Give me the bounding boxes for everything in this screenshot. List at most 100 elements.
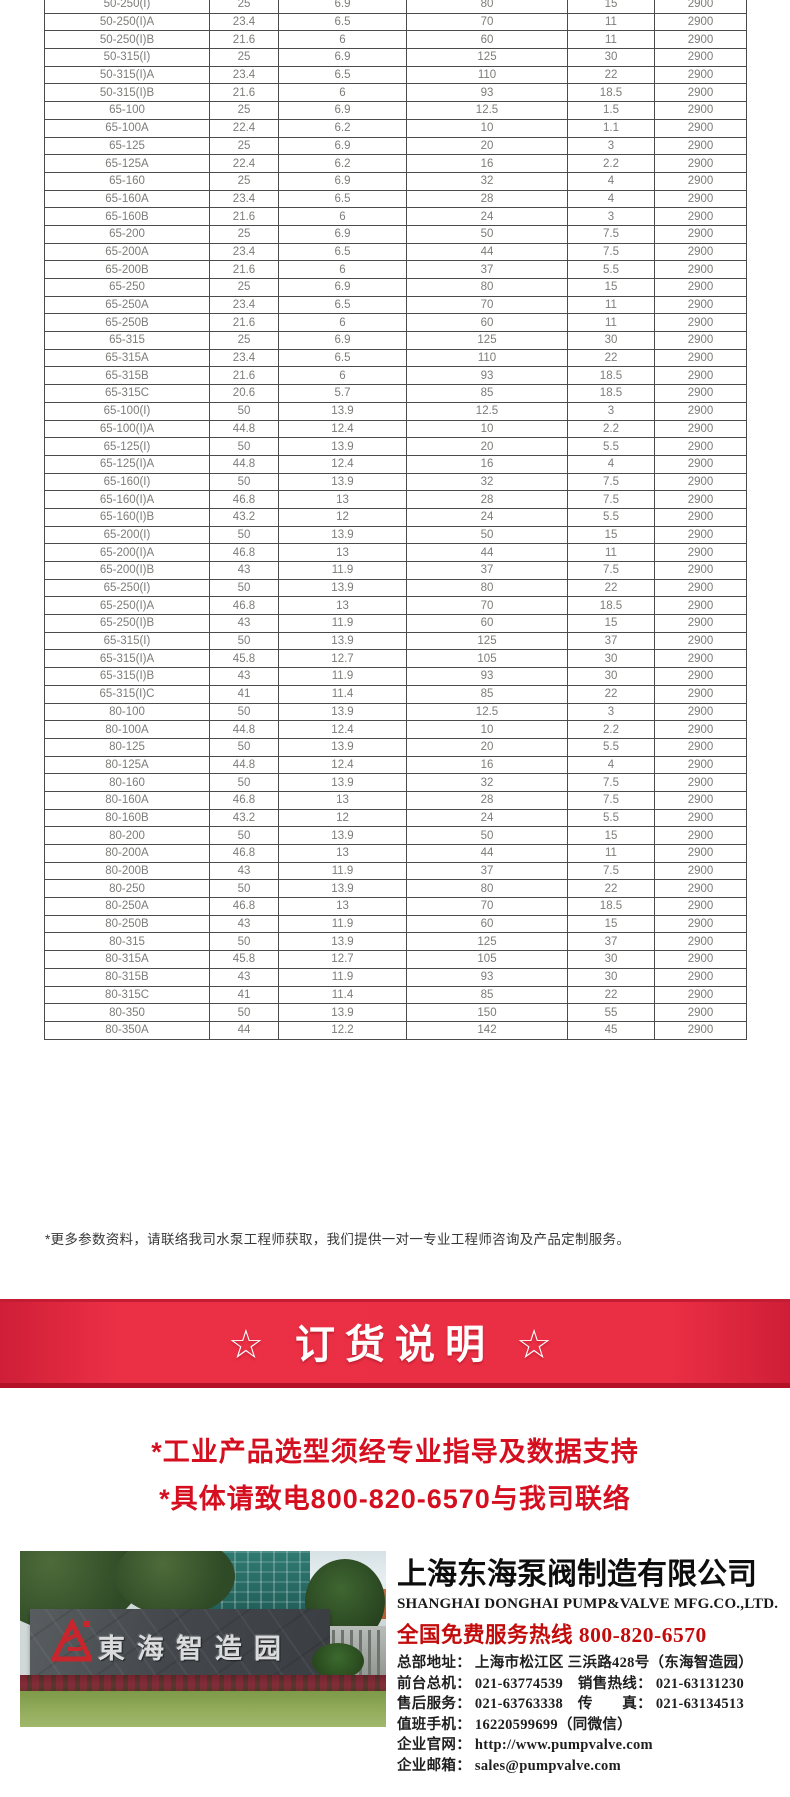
table-cell: 2900 [654, 472, 747, 492]
table-cell: 13.9 [278, 525, 407, 545]
table-row: 65-125(I)A 44.8 12.4 16 4 2900 [44, 454, 747, 474]
table-cell: 70 [406, 295, 568, 315]
table-cell: 50 [209, 826, 279, 845]
table-cell: 37 [406, 861, 568, 881]
table-cell: 2900 [654, 914, 747, 934]
table-cell: 6 [278, 313, 407, 333]
table-row: 80-315A 45.8 12.7 105 30 2900 [44, 950, 747, 969]
table-cell: 12.5 [406, 101, 568, 120]
table-cell: 28 [406, 490, 568, 509]
photo-sign-text: 東海智造园 [98, 1634, 293, 1664]
table-cell: 30 [567, 48, 655, 67]
table-cell: 21.6 [209, 83, 279, 103]
table-cell: 41 [209, 684, 279, 704]
table-cell: 32 [406, 773, 568, 792]
table-cell: 13 [278, 596, 407, 616]
table-cell: 11 [567, 12, 655, 32]
table-cell: 6.9 [278, 101, 407, 120]
table-row: 65-200(I)B 43 11.9 37 7.5 2900 [44, 561, 747, 580]
table-cell: 11 [567, 30, 655, 50]
table-cell: 50-315(I)A [44, 65, 210, 85]
table-cell: 23.4 [209, 348, 279, 368]
table-cell: 12.5 [406, 401, 568, 421]
table-cell: 7.5 [567, 861, 655, 881]
table-cell: 11.9 [278, 861, 407, 881]
table-cell: 22 [567, 65, 655, 85]
table-cell: 44.8 [209, 755, 279, 775]
table-cell: 93 [406, 366, 568, 386]
table-row: 80-250A 46.8 13 70 18.5 2900 [44, 897, 747, 916]
table-row: 80-200 50 13.9 50 15 2900 [44, 826, 747, 845]
factory-photo: 東海智造园 [20, 1551, 386, 1727]
table-row: 65-315(I)C 41 11.4 85 22 2900 [44, 684, 747, 704]
table-cell: 2.2 [567, 720, 655, 739]
table-cell: 65-160B [44, 207, 210, 226]
table-cell: 50-250(I)A [44, 12, 210, 32]
table-cell: 2900 [654, 985, 747, 1005]
table-cell: 2900 [654, 171, 747, 191]
table-cell: 12.4 [278, 419, 407, 439]
table-cell: 6 [278, 30, 407, 50]
table-cell: 2900 [654, 331, 747, 350]
table-row: 65-250A 23.4 6.5 70 11 2900 [44, 295, 747, 315]
table-row: 65-100 25 6.9 12.5 1.5 2900 [44, 101, 747, 120]
table-cell: 13.9 [278, 879, 407, 899]
table-cell: 46.8 [209, 844, 279, 863]
table-cell: 80-200B [44, 861, 210, 881]
table-cell: 50 [406, 525, 568, 545]
table-cell: 2900 [654, 189, 747, 209]
table-cell: 21.6 [209, 260, 279, 279]
service-hotline: 全国免费服务热线 800-820-6570 [397, 1623, 707, 1647]
table-row: 65-250(I)B 43 11.9 60 15 2900 [44, 614, 747, 633]
table-cell: 43 [209, 967, 279, 987]
table-row: 65-315(I)A 45.8 12.7 105 30 2900 [44, 649, 747, 669]
table-cell: 93 [406, 83, 568, 103]
table-row: 80-160B 43.2 12 24 5.5 2900 [44, 808, 747, 828]
table-row: 65-200B 21.6 6 37 5.5 2900 [44, 260, 747, 279]
shrub-graphic [312, 1643, 364, 1679]
table-cell: 22 [567, 879, 655, 899]
table-row: 50-250(I)A 23.4 6.5 70 11 2900 [44, 12, 747, 32]
contact-line[interactable]: 企业邮箱： sales@pumpvalve.com [397, 1757, 621, 1774]
table-cell: 23.4 [209, 189, 279, 209]
table-cell: 4 [567, 454, 655, 474]
table-cell: 125 [406, 331, 568, 350]
table-row: 80-160 50 13.9 32 7.5 2900 [44, 773, 747, 792]
table-cell: 70 [406, 596, 568, 616]
contact-lines: 总部地址： 上海市松江区 三浜路428号（东海智造园） 前台总机： 021-637… [397, 1653, 785, 1777]
table-cell: 65-100A [44, 118, 210, 138]
table-cell: 2900 [654, 950, 747, 969]
table-cell: 80-315C [44, 985, 210, 1005]
table-cell: 11 [567, 844, 655, 863]
table-cell: 6.2 [278, 154, 407, 173]
table-cell: 50 [209, 773, 279, 792]
table-cell: 7.5 [567, 490, 655, 509]
donghai-logo-icon [49, 1617, 95, 1668]
pump-spec-table-body: 50-250(I) 25 6.9 80 15 2900 50-250(I)A 23.4 6.5 7… [44, 0, 747, 1040]
table-cell: 2900 [654, 295, 747, 315]
table-cell: 2900 [654, 366, 747, 386]
table-cell: 22 [567, 985, 655, 1005]
table-cell: 20 [406, 437, 568, 456]
table-cell: 25 [209, 331, 279, 350]
table-cell: 2900 [654, 667, 747, 686]
table-cell: 22.4 [209, 118, 279, 138]
table-cell: 23.4 [209, 242, 279, 262]
table-cell: 85 [406, 384, 568, 403]
table-cell: 50 [209, 525, 279, 545]
table-cell: 6.9 [278, 171, 407, 191]
table-cell: 2900 [654, 401, 747, 421]
contact-line: 值班手机： 16220599699（同微信） [397, 1716, 632, 1733]
table-cell: 80-125A [44, 755, 210, 775]
table-cell: 80-200 [44, 826, 210, 845]
table-cell: 6.9 [278, 224, 407, 244]
contact-line[interactable]: 企业官网： http://www.pumpvalve.com [397, 1737, 653, 1754]
table-cell: 65-315C [44, 384, 210, 403]
table-cell: 65-125A [44, 154, 210, 173]
table-cell: 2900 [654, 649, 747, 669]
table-cell: 105 [406, 649, 568, 669]
table-cell: 44.8 [209, 419, 279, 439]
table-cell: 11.4 [278, 684, 407, 704]
table-cell: 21.6 [209, 366, 279, 386]
company-name-cn: 上海东海泵阀制造有限公司 [397, 1558, 757, 1591]
